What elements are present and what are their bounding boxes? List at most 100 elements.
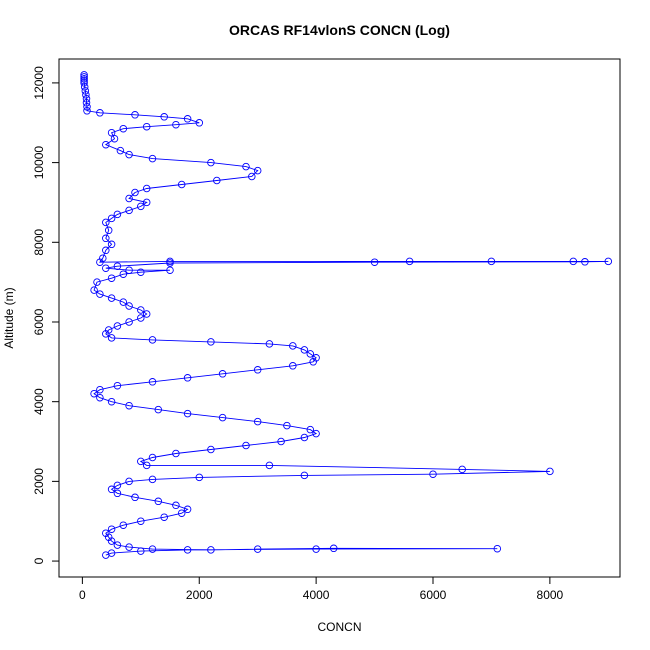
data-point bbox=[81, 87, 90, 95]
data-point bbox=[166, 266, 174, 274]
data-point bbox=[148, 545, 157, 553]
data-point bbox=[107, 240, 116, 249]
data-point bbox=[107, 214, 116, 223]
data-point bbox=[405, 257, 414, 266]
data-point bbox=[207, 546, 215, 554]
data-point bbox=[300, 471, 309, 480]
data-point bbox=[96, 290, 104, 298]
data-point bbox=[207, 338, 215, 346]
data-point bbox=[195, 119, 204, 127]
data-point bbox=[265, 461, 274, 470]
data-point bbox=[248, 172, 256, 181]
data-point bbox=[148, 453, 157, 462]
y-tick-label: 12000 bbox=[32, 66, 46, 100]
data-point bbox=[113, 262, 122, 270]
data-point bbox=[242, 441, 250, 450]
data-point bbox=[107, 485, 116, 494]
data-point bbox=[289, 342, 297, 350]
data-point bbox=[96, 258, 104, 266]
data-point bbox=[107, 525, 116, 533]
data-point bbox=[82, 91, 90, 99]
data-point bbox=[125, 302, 133, 310]
data-point bbox=[581, 258, 589, 266]
data-point bbox=[80, 83, 89, 91]
data-point bbox=[80, 75, 88, 83]
data-point bbox=[137, 547, 145, 555]
y-axis: 0 2000 4000 6000 8000 10000 12000 bbox=[32, 66, 60, 564]
chart-title: ORCAS RF14vlonS CONCN (Log) bbox=[229, 22, 450, 38]
data-point bbox=[125, 150, 133, 159]
data-point bbox=[137, 517, 145, 525]
data-point bbox=[253, 166, 262, 175]
data-point bbox=[125, 543, 133, 551]
data-point bbox=[312, 545, 320, 553]
data-point bbox=[242, 162, 250, 171]
data-point bbox=[183, 115, 192, 123]
data-point bbox=[113, 481, 122, 490]
data-point bbox=[137, 202, 145, 211]
data-point bbox=[102, 246, 110, 255]
plot-frame bbox=[58, 58, 621, 578]
data-point bbox=[172, 449, 180, 458]
data-point bbox=[142, 198, 151, 207]
y-axis-label: Altitude (m) bbox=[2, 287, 16, 348]
data-point bbox=[309, 358, 317, 366]
data-point bbox=[125, 206, 133, 215]
data-point bbox=[148, 475, 157, 484]
data-point bbox=[148, 378, 157, 386]
data-point bbox=[119, 298, 128, 306]
data-point bbox=[131, 188, 139, 197]
x-tick-label: 8000 bbox=[537, 588, 564, 602]
data-point bbox=[253, 366, 262, 374]
data-point bbox=[265, 340, 274, 348]
data-point bbox=[107, 128, 116, 137]
data-point bbox=[195, 473, 204, 482]
data-point bbox=[102, 234, 110, 243]
data-point bbox=[113, 489, 122, 498]
data-point bbox=[137, 457, 145, 466]
data-point bbox=[283, 421, 291, 430]
data-point bbox=[370, 258, 379, 266]
data-point bbox=[604, 257, 613, 266]
data-point bbox=[125, 318, 133, 326]
data-point bbox=[96, 393, 104, 402]
data-point bbox=[82, 95, 91, 103]
data-point bbox=[90, 286, 98, 294]
data-point bbox=[148, 154, 157, 163]
data-point bbox=[113, 322, 122, 330]
data-point bbox=[177, 180, 186, 189]
x-axis-label: CONCN bbox=[318, 620, 362, 634]
data-point bbox=[107, 334, 116, 342]
data-point bbox=[183, 374, 192, 382]
data-point bbox=[131, 111, 139, 119]
data-point bbox=[125, 401, 133, 410]
data-point bbox=[142, 184, 151, 193]
data-point bbox=[142, 461, 151, 470]
x-axis: 0 2000 4000 6000 8000 bbox=[79, 576, 564, 602]
data-point bbox=[116, 146, 125, 155]
y-tick-label: 6000 bbox=[32, 308, 46, 335]
data-point bbox=[154, 497, 163, 506]
x-tick-label: 6000 bbox=[420, 588, 447, 602]
data-point bbox=[458, 465, 466, 474]
data-point bbox=[131, 493, 139, 502]
data-point bbox=[96, 109, 104, 117]
data-point bbox=[160, 113, 168, 121]
x-tick-label: 0 bbox=[79, 588, 86, 602]
data-point bbox=[125, 477, 133, 486]
data-point bbox=[82, 99, 91, 107]
data-point bbox=[110, 134, 119, 143]
data-point bbox=[300, 433, 309, 442]
data-point bbox=[429, 470, 437, 478]
data-point bbox=[207, 158, 215, 167]
data-point bbox=[546, 467, 554, 476]
data-point bbox=[93, 278, 101, 286]
data-point bbox=[487, 257, 496, 266]
data-point bbox=[107, 397, 116, 406]
data-point bbox=[160, 513, 168, 521]
data-point bbox=[113, 541, 122, 549]
data-point bbox=[493, 544, 502, 553]
data-point bbox=[329, 544, 338, 553]
data-point bbox=[102, 140, 110, 149]
